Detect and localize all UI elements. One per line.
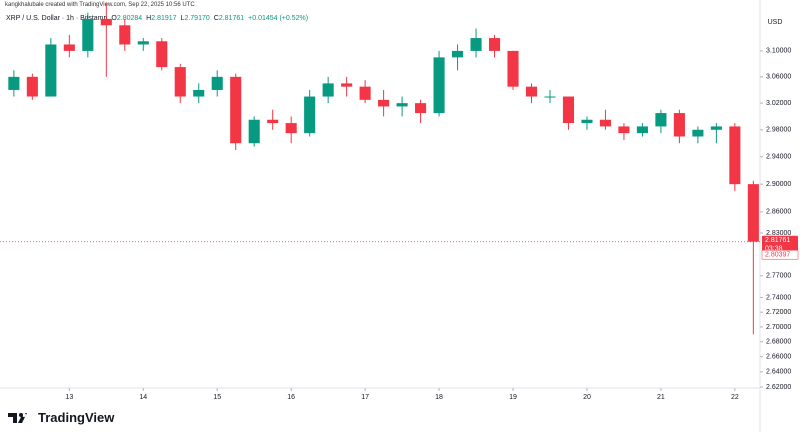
candle-body [82, 18, 94, 51]
currency: USD [768, 19, 783, 26]
ohlc-value: 2.79170 [184, 15, 210, 22]
logo-text: TradingView [38, 410, 115, 425]
candle-body [452, 50, 464, 58]
candle-body [470, 38, 482, 51]
candle-body [581, 119, 593, 124]
candle-body [636, 126, 648, 134]
x-tick-label: 14 [139, 394, 147, 401]
candle-body [211, 76, 223, 90]
logo: TradingView [8, 410, 114, 425]
logo-icon [8, 412, 27, 423]
candle-body [304, 96, 316, 134]
ohlc-item: L2.79170 [181, 15, 210, 22]
attribution: kangkhalubale created with TradingView.c… [5, 2, 195, 8]
ohlc-item: C2.81761 [214, 15, 244, 22]
x-tick-label: 15 [213, 394, 221, 401]
candle-body [285, 123, 297, 134]
y-tick-label: 2.94000 [766, 154, 791, 161]
candle-body [507, 50, 519, 87]
y-tick-label: 2.72000 [766, 309, 791, 316]
candle-body [673, 113, 685, 137]
countdown: 03:38 [765, 246, 783, 253]
ohlc-value: 2.81761 [218, 15, 245, 22]
candle-body [156, 41, 168, 68]
y-tick-label: 2.74000 [766, 294, 791, 301]
y-tick-label: 2.66000 [766, 354, 791, 361]
candle-body [26, 76, 38, 97]
y-tick-label: 3.10000 [766, 48, 791, 55]
ohlc-label: H [146, 15, 152, 22]
candle-body [488, 38, 501, 51]
candle-body [174, 67, 186, 97]
x-tick-label: 22 [731, 394, 739, 401]
candle-body [655, 113, 667, 127]
last-price-label: 2.81761 [765, 237, 790, 244]
candle-body [137, 41, 149, 45]
ohlc-value: 2.81917 [151, 15, 177, 22]
candle-body [396, 103, 408, 107]
y-tick-label: 2.77000 [766, 273, 791, 280]
candle-body [193, 89, 205, 97]
candle-body [544, 96, 556, 98]
candle-body [230, 76, 242, 144]
y-tick-label: 3.06000 [766, 74, 791, 81]
y-tick-label: 2.62000 [766, 384, 791, 391]
x-tick-label: 17 [361, 394, 369, 401]
x-tick-label: 18 [435, 394, 443, 401]
candle-body [525, 86, 538, 97]
candle-body [322, 83, 334, 97]
second-price-box [761, 249, 799, 260]
candle-body [359, 86, 371, 100]
legend: XRP / U.S. Dollar · 1h · Bitstamp O2.802… [6, 15, 308, 22]
candle-body [747, 184, 759, 242]
y-tick-label: 2.83000 [766, 230, 791, 237]
candle-body [63, 44, 75, 51]
x-tick-label: 21 [657, 394, 665, 401]
symbol-title: XRP / U.S. Dollar · 1h · Bitstamp [6, 15, 108, 22]
ohlc-label: C [213, 15, 219, 22]
candle-body [45, 44, 57, 97]
x-tick-label: 13 [65, 394, 73, 401]
candle-body [267, 119, 279, 124]
candle-body [562, 96, 575, 124]
candle-body [618, 126, 630, 134]
candle-body [100, 18, 112, 26]
x-tick-label: 16 [287, 394, 295, 401]
x-tick-label: 20 [583, 394, 591, 401]
candle-body [415, 103, 427, 114]
y-tick-label: 2.68000 [766, 339, 791, 346]
candle-body [729, 126, 741, 185]
y-tick-label: 2.90000 [766, 181, 791, 188]
y-tick-label: 2.70000 [766, 324, 791, 331]
ohlc-label: L [180, 15, 185, 22]
y-tick-label: 2.86000 [766, 209, 791, 216]
second-price-label: 2.80397 [765, 252, 790, 259]
candle-body [692, 129, 704, 137]
ohlc-value: 2.80284 [116, 15, 143, 22]
candle-body [378, 99, 390, 107]
ohlc-item: H2.81917 [146, 15, 176, 22]
candle-body [248, 119, 260, 144]
ohlc-label: O [111, 15, 117, 22]
candle-body [119, 25, 131, 45]
change: +0.01454 (+0.52%) [248, 15, 309, 22]
x-tick-label: 19 [509, 394, 517, 401]
candle-body [433, 57, 445, 114]
candle-body [8, 76, 20, 90]
y-tick-label: 2.98000 [766, 127, 791, 134]
ohlc-item: O2.80284 [111, 15, 142, 22]
candle-body [341, 83, 353, 87]
y-tick-label: 2.64000 [766, 369, 791, 376]
y-tick-label: 3.02000 [766, 100, 791, 107]
candle-body [599, 119, 611, 127]
candle-body [710, 126, 722, 130]
